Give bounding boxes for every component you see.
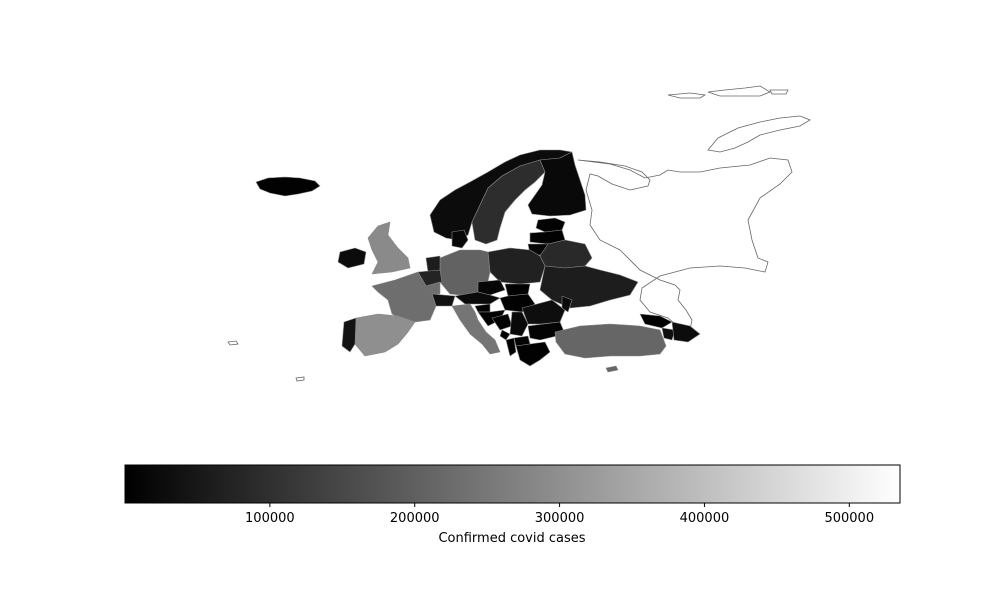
region-croatia xyxy=(477,309,506,327)
colorbar-label: Confirmed covid cases xyxy=(438,531,586,546)
region-france xyxy=(371,271,441,323)
region-spain xyxy=(354,313,416,357)
colorbar-tick-label: 100000 xyxy=(245,511,295,526)
region-serbia xyxy=(509,311,529,337)
region-azores xyxy=(227,340,239,346)
region-slovenia xyxy=(474,303,491,313)
colorbar-ticks xyxy=(269,503,850,507)
region-azerbaijan xyxy=(671,321,701,343)
region-armenia xyxy=(661,327,676,341)
region-montenegro xyxy=(499,329,511,341)
colorbar-tick-label: 500000 xyxy=(824,511,875,526)
region-canary-islands xyxy=(295,376,305,382)
colorbar-tick-label: 300000 xyxy=(534,511,585,526)
region-sweden xyxy=(471,159,546,245)
region-albania xyxy=(505,337,517,357)
colorbar-tick-label: 200000 xyxy=(389,511,440,526)
region-italy xyxy=(451,303,501,355)
region-united-kingdom xyxy=(367,221,411,275)
region-netherlands xyxy=(425,255,441,273)
region-greece xyxy=(515,341,551,367)
region-ireland xyxy=(337,247,367,269)
region-cyprus xyxy=(605,365,619,373)
region-poland xyxy=(487,247,546,285)
region-finland xyxy=(527,151,587,217)
region-iceland xyxy=(255,176,321,197)
colorbar xyxy=(124,464,901,504)
region-belarus xyxy=(539,239,593,269)
region-portugal xyxy=(341,317,357,353)
region-georgia xyxy=(639,313,673,329)
region-russia xyxy=(577,85,811,331)
region-denmark xyxy=(451,229,469,249)
colorbar-tick-label: 400000 xyxy=(679,511,730,526)
region-turkey xyxy=(554,323,667,359)
region-moldova xyxy=(561,295,573,313)
region-czechia xyxy=(477,279,506,296)
